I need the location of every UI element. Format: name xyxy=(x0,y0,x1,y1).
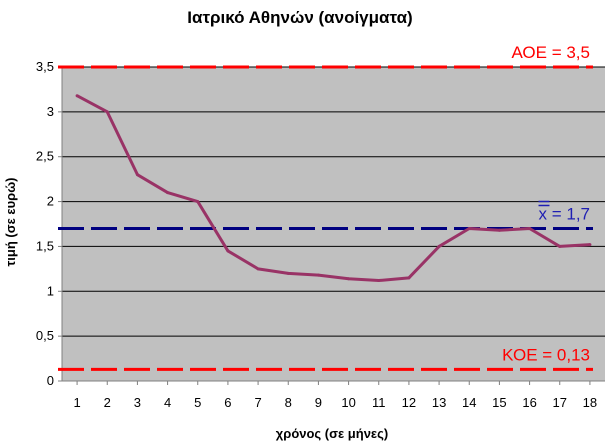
data-point xyxy=(497,228,501,232)
x-tick-labels: 1 2 3 4 5 6 7 8 9 10 11 12 13 14 15 16 17 18 xyxy=(73,395,597,410)
x-tick-label: 16 xyxy=(522,395,536,410)
y-tick-label: 2,5 xyxy=(36,149,54,164)
data-point xyxy=(166,191,170,195)
data-point xyxy=(316,273,320,277)
x-tick-label: 17 xyxy=(553,395,567,410)
x-tick-label: 11 xyxy=(372,395,386,410)
data-point xyxy=(286,271,290,275)
x-tick-label: 14 xyxy=(462,395,476,410)
y-tick-label: 3,5 xyxy=(36,59,54,74)
y-tick-labels: 0 0,5 1 1,5 2 2,5 3 3,5 xyxy=(36,59,54,388)
x-tick-label: 15 xyxy=(492,395,506,410)
data-point xyxy=(226,249,230,253)
y-tick-label: 1,5 xyxy=(36,238,54,253)
y-tick-label: 0,5 xyxy=(36,328,54,343)
aoe-reference-label: ΑΟΕ = 3,5 xyxy=(511,43,590,62)
y-tick-label: 3 xyxy=(47,104,54,119)
data-point xyxy=(256,267,260,271)
data-point xyxy=(105,110,109,114)
reference-lines: ΑΟΕ = 3,5 x = 1,7 ΚΟΕ = 0,13 xyxy=(58,43,593,371)
series xyxy=(75,94,592,283)
x-tick-label: 7 xyxy=(254,395,261,410)
x-tick-label: 5 xyxy=(194,395,201,410)
data-point xyxy=(528,226,532,230)
x-tick-label: 8 xyxy=(285,395,292,410)
x-tick-label: 3 xyxy=(134,395,141,410)
x-tick-label: 6 xyxy=(224,395,231,410)
x-tick-label: 18 xyxy=(583,395,597,410)
y-tick-label: 0 xyxy=(47,373,54,388)
koe-reference-label: ΚΟΕ = 0,13 xyxy=(502,345,590,364)
data-point xyxy=(437,244,441,248)
x-tick-label: 9 xyxy=(315,395,322,410)
data-point xyxy=(467,226,471,230)
x-tick-label: 1 xyxy=(73,395,80,410)
x-tick-label: 2 xyxy=(104,395,111,410)
gridlines xyxy=(62,66,605,337)
data-point xyxy=(347,277,351,281)
series-line-0 xyxy=(76,94,591,283)
y-tick-label: 2 xyxy=(47,194,54,209)
data-point xyxy=(377,279,381,283)
mean-reference-label: x = 1,7 xyxy=(538,204,590,223)
data-point xyxy=(135,173,139,177)
data-point xyxy=(588,243,592,247)
axes xyxy=(58,66,605,385)
data-point xyxy=(196,200,200,204)
x-tick-label: 10 xyxy=(341,395,355,410)
chart-title: Ιατρικό Αθηνών (ανοίγματα) xyxy=(187,8,412,27)
data-point xyxy=(75,94,79,98)
plot-area xyxy=(62,67,605,381)
x-axis-title: χρόνος (σε μήνες) xyxy=(276,426,388,441)
data-point xyxy=(407,276,411,280)
y-axis-title: τιμή (σε ευρώ) xyxy=(3,177,18,266)
x-tick-label: 4 xyxy=(164,395,171,410)
x-tick-label: 13 xyxy=(432,395,446,410)
x-tick-label: 12 xyxy=(402,395,416,410)
y-tick-label: 1 xyxy=(47,283,54,298)
data-point xyxy=(558,244,562,248)
